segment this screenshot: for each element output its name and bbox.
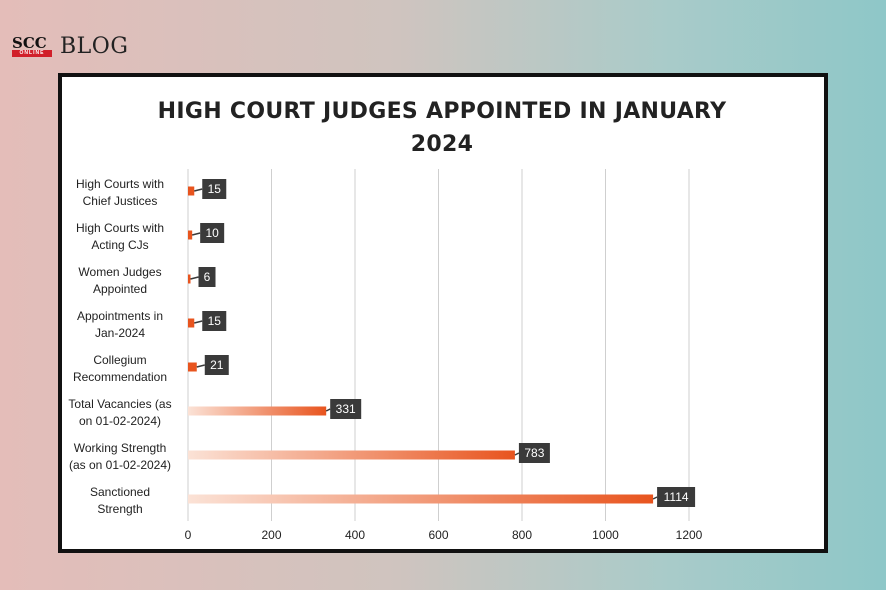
data-label-box — [202, 311, 227, 331]
category-label: High Courts with Acting CJs — [76, 221, 164, 252]
data-label-leader — [196, 364, 205, 368]
data-label: 1114 — [664, 490, 689, 504]
x-tick-label: 200 — [261, 528, 281, 542]
bar — [188, 406, 327, 416]
category-label-line: Appointed — [93, 282, 147, 296]
bar — [188, 494, 654, 504]
x-tick-label: 0 — [185, 528, 192, 542]
chart-frame: HIGH COURT JUDGES APPOINTED IN JANUARY 2… — [58, 73, 828, 553]
category-label: Working Strength (as on 01-02-2024) — [69, 441, 171, 472]
data-label: 783 — [524, 446, 544, 460]
data-label-leader — [191, 232, 201, 236]
bar — [188, 362, 197, 372]
category-label-line: Working Strength — [74, 441, 167, 455]
chart-panel: HIGH COURT JUDGES APPOINTED IN JANUARY 2… — [62, 77, 824, 549]
data-label-box — [198, 267, 216, 287]
category-label-line: Jan-2024 — [95, 326, 145, 340]
category-label-line: Appointments in — [77, 309, 163, 323]
category-label-line: on 01-02-2024) — [79, 414, 161, 428]
data-label: 10 — [205, 226, 219, 240]
category-label: Women Judges Appointed — [78, 265, 161, 296]
category-label-line: Chief Justices — [83, 194, 158, 208]
data-label-box — [657, 487, 696, 507]
category-label-line: Women Judges — [78, 265, 161, 279]
bar — [188, 186, 195, 196]
category-label-line: Collegium — [93, 353, 146, 367]
chart-title-line-1: HIGH COURT JUDGES APPOINTED IN JANUARY — [157, 99, 727, 124]
chart-title-line-2: 2024 — [410, 132, 474, 157]
scc-online-logo-mark: SCC ONLINE — [12, 34, 56, 58]
data-label-leader — [325, 408, 331, 412]
data-label: 15 — [208, 314, 222, 328]
data-label-box — [204, 355, 229, 375]
logo-blog-text: BLOG — [60, 34, 129, 59]
category-label: Total Vacancies (as on 01-02-2024) — [68, 397, 171, 428]
data-label: 6 — [204, 270, 211, 284]
chart-title: HIGH COURT JUDGES APPOINTED IN JANUARY 2… — [122, 95, 762, 161]
data-label-leader — [194, 188, 203, 192]
data-label-box — [200, 223, 225, 243]
logo-online-text: ONLINE — [12, 50, 52, 57]
x-tick-label: 400 — [345, 528, 365, 542]
data-label: 331 — [336, 402, 356, 416]
data-label-leader — [652, 496, 658, 500]
bar — [188, 230, 193, 240]
data-label: 15 — [208, 182, 222, 196]
category-label-line: Sanctioned — [90, 485, 150, 499]
logo-scc-text: SCC — [12, 34, 47, 52]
data-label-leader — [514, 452, 520, 456]
scc-online-blog-logo: SCC ONLINE BLOG — [12, 34, 129, 60]
category-label-line: High Courts with — [76, 177, 164, 191]
category-label: Sanctioned Strength — [90, 485, 150, 516]
bar — [188, 318, 195, 328]
category-label: High Courts with Chief Justices — [76, 177, 164, 208]
data-label-leader — [190, 276, 199, 280]
category-label-line: High Courts with — [76, 221, 164, 235]
data-label: 21 — [210, 358, 224, 372]
data-labels: 15 10 6 15 21 331 783 1114 — [190, 179, 696, 507]
x-tick-label: 1000 — [592, 528, 619, 542]
x-tick-label: 1200 — [676, 528, 703, 542]
bars — [188, 186, 654, 504]
category-label: Appointments in Jan-2024 — [77, 309, 163, 340]
category-label-line: Acting CJs — [91, 238, 148, 252]
data-label-box — [202, 179, 227, 199]
category-label: Collegium Recommendation — [73, 353, 167, 384]
data-label-box — [518, 443, 550, 463]
data-label-leader — [194, 320, 203, 324]
gridlines — [187, 169, 690, 521]
bar — [188, 274, 191, 284]
data-label-box — [330, 399, 362, 419]
bar — [188, 450, 515, 460]
category-label-line: Total Vacancies (as — [68, 397, 171, 411]
category-label-line: (as on 01-02-2024) — [69, 458, 171, 472]
category-label-line: Recommendation — [73, 370, 167, 384]
x-tick-label: 800 — [512, 528, 532, 542]
category-label-line: Strength — [97, 502, 142, 516]
x-tick-label: 600 — [428, 528, 448, 542]
x-axis-ticks: 0 200 400 600 800 1000 1200 — [185, 528, 703, 542]
